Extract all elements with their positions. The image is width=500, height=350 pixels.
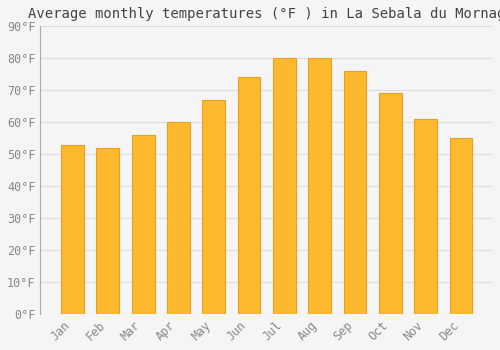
Bar	[238, 77, 260, 314]
Bar	[61, 145, 84, 314]
Bar	[202, 100, 225, 314]
Bar	[450, 138, 472, 314]
Bar	[273, 58, 296, 314]
Bar	[308, 58, 331, 314]
Bar	[132, 135, 154, 314]
Title: Average monthly temperatures (°F ) in La Sebala du Mornag: Average monthly temperatures (°F ) in La…	[28, 7, 500, 21]
Bar	[167, 122, 190, 314]
Bar	[379, 93, 402, 314]
Bar	[414, 119, 437, 314]
Bar	[96, 148, 119, 314]
Bar	[344, 71, 366, 314]
